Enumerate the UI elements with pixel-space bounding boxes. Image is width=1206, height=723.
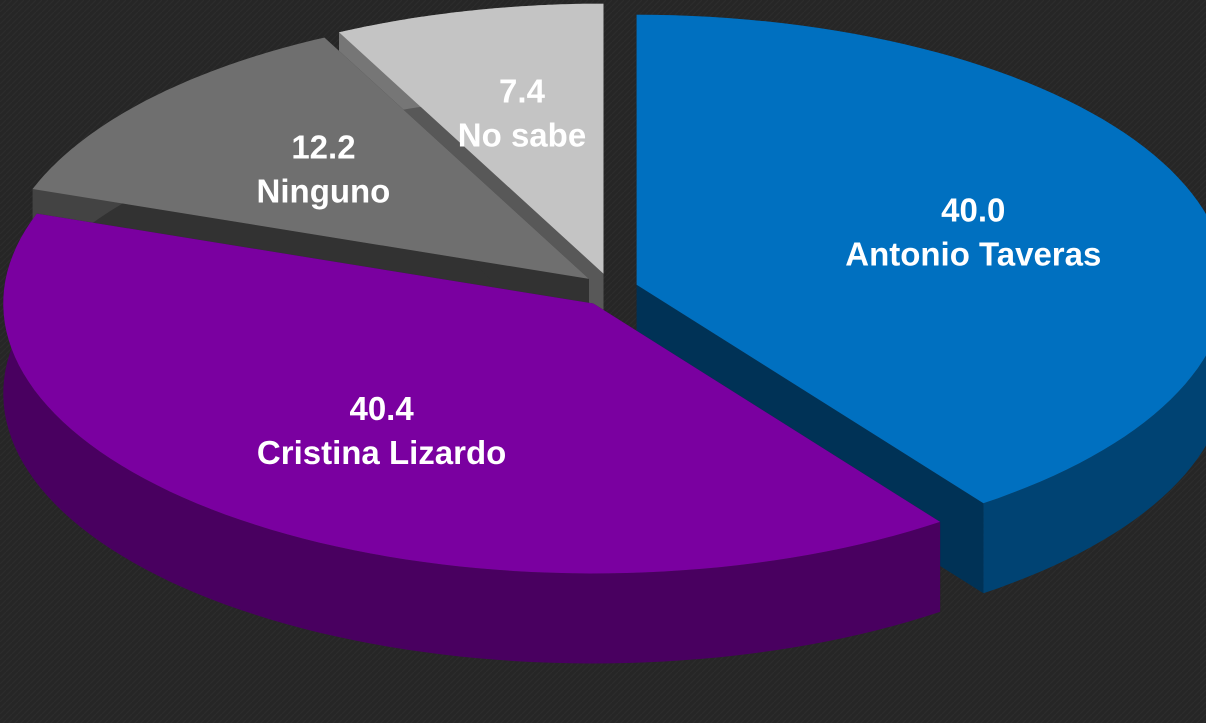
slice [3,213,941,574]
data-label: 40.0 [941,191,1005,228]
category-label: Cristina Lizardo [257,434,506,471]
category-label: Antonio Taveras [845,235,1101,272]
slice [636,14,1206,504]
pie: 40.0 Antonio Taveras 40.4 Cristina Lizardo 1… [3,3,1206,664]
slice [339,3,604,274]
slice-side [3,213,941,664]
data-label: 7.4 [499,73,546,110]
data-label: 40.4 [349,390,414,427]
data-label: 12.2 [291,128,355,165]
category-label: No sabe [458,117,586,154]
category-label: Ninguno [257,172,391,209]
slice [32,37,590,279]
